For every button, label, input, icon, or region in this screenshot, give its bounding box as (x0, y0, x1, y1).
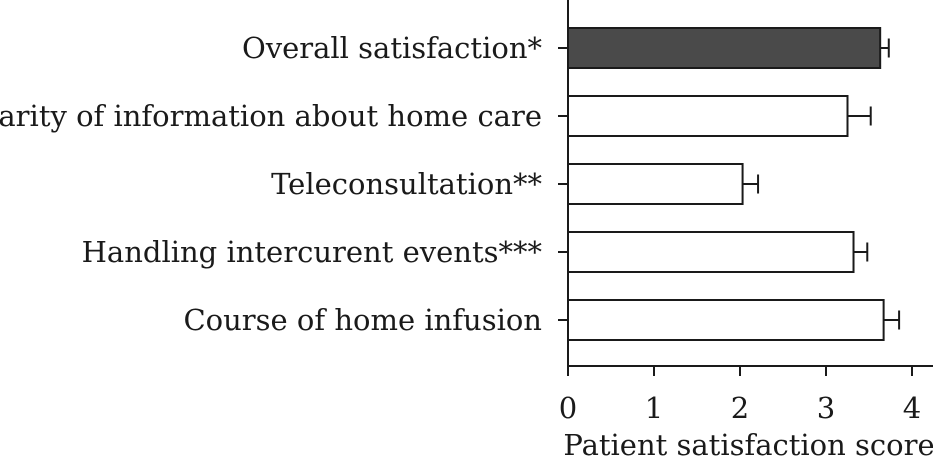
bar (567, 27, 882, 69)
bar (567, 95, 849, 137)
bar (567, 231, 855, 273)
bar (567, 163, 744, 205)
x-ticks: 0 1 2 3 4 (559, 391, 921, 425)
category-label: Overall satisfaction* (242, 31, 543, 65)
bar (567, 299, 885, 341)
bars-group (567, 27, 901, 341)
x-tick-label: 3 (817, 391, 835, 425)
x-tick-label: 4 (903, 391, 921, 425)
category-label: Teleconsultation** (271, 167, 542, 201)
x-tick-label: 0 (559, 391, 577, 425)
x-tick-label: 1 (645, 391, 663, 425)
category-label: Course of home infusion (183, 303, 542, 337)
category-label: Handling intercurent events*** (82, 235, 543, 269)
x-tick-label: 2 (731, 391, 749, 425)
axes-group (558, 0, 933, 376)
x-axis-title: Patient satisfaction score (563, 428, 933, 462)
category-labels: Overall satisfaction* Clarity of informat… (0, 31, 543, 337)
category-label: Clarity of information about home care (0, 99, 542, 133)
